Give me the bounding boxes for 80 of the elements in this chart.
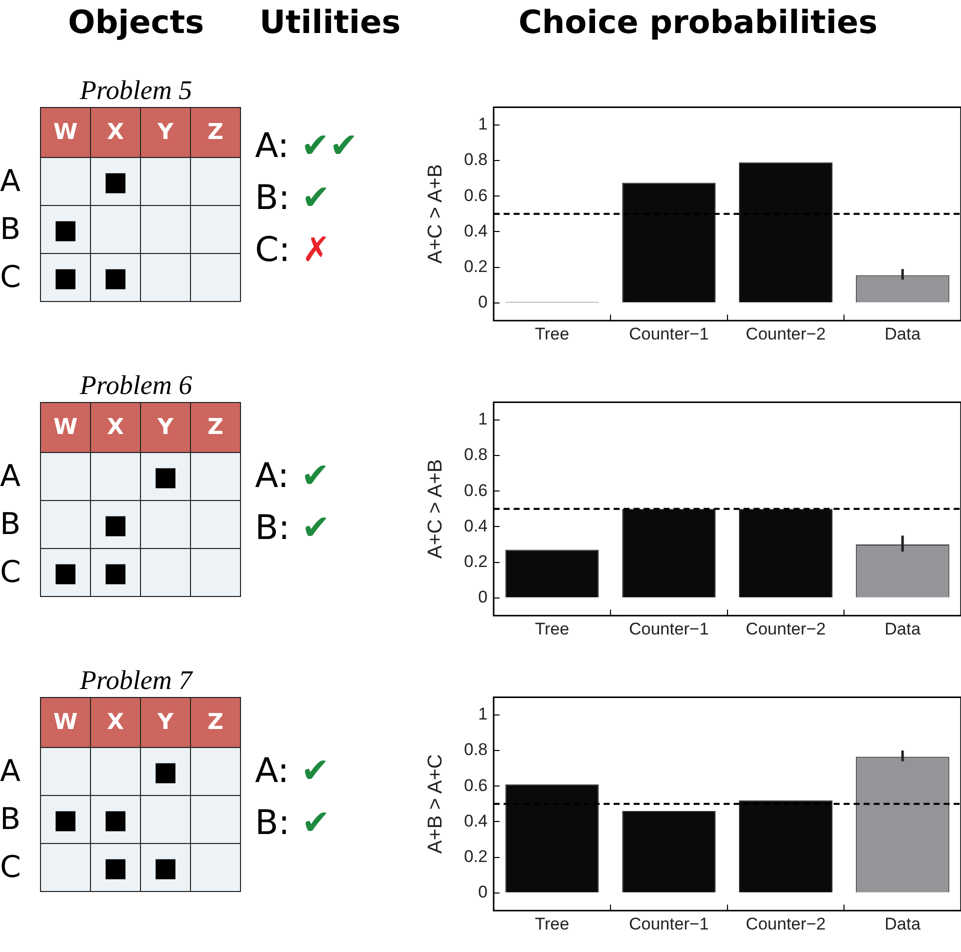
x-tick-label: Counter−2: [746, 914, 826, 934]
y-tick-label: 0.4: [464, 811, 488, 830]
y-tick-label: 1: [478, 114, 488, 134]
x-tick-label: X: [90, 402, 140, 452]
y-axis-title: A+B > A+C: [424, 754, 447, 854]
y-tick-label: 1: [478, 410, 488, 429]
x-tick-label: Counter−1: [628, 324, 709, 344]
y-tick-label: 0.6: [464, 186, 488, 205]
text: ■: [153, 756, 178, 786]
text: ■: [153, 462, 178, 492]
x-tick-label: Z: [190, 698, 240, 748]
text: ■: [103, 852, 128, 882]
y-tick-label: 0.6: [464, 480, 488, 500]
text: ■: [103, 804, 128, 834]
text: B: ✔: [255, 803, 330, 843]
y-tick-label: 0.2: [464, 256, 488, 276]
y-tick-label: 0.8: [464, 445, 488, 464]
x-tick-label: Data: [884, 324, 922, 344]
text: ■: [53, 214, 78, 244]
text: ■: [153, 852, 178, 882]
text: A: ✔✔: [255, 126, 358, 166]
y-tick-label: 0: [478, 588, 488, 607]
x-tick-label: Counter−1: [628, 914, 709, 934]
x-tick-label: Data: [884, 619, 922, 638]
x-tick-label: Tree: [534, 619, 570, 638]
text: ■: [103, 558, 128, 588]
y-tick-label: 0.2: [464, 552, 488, 571]
x-tick-label: Counter−2: [746, 324, 826, 344]
text: ■: [103, 262, 128, 292]
x-tick-label: Z: [190, 108, 240, 158]
text: ■: [103, 510, 128, 540]
text: C: ✗: [255, 230, 331, 270]
y-tick-label: B: [0, 796, 40, 844]
text: ■: [53, 804, 78, 834]
text: A: ✔: [255, 456, 330, 496]
chart-title: Choice probabilities: [518, 3, 878, 41]
text: Utilities: [260, 3, 401, 41]
x-tick-label: X: [90, 698, 140, 748]
x-tick-label: Y: [140, 698, 190, 748]
y-tick-label: B: [0, 500, 40, 548]
x-tick-label: X: [90, 108, 140, 158]
y-tick-label: 0.4: [464, 221, 488, 240]
text: B: ✔: [255, 178, 330, 218]
x-tick-label: Counter−2: [746, 619, 826, 638]
y-tick-label: A: [0, 748, 40, 796]
y-axis-title: A+C > A+B: [424, 459, 447, 559]
x-tick-label: W: [40, 402, 90, 452]
x-tick-label: Counter−1: [628, 619, 709, 638]
x-tick-label: W: [40, 698, 90, 748]
text: ■: [103, 166, 128, 196]
chart-subtitle: Problem 5: [78, 75, 194, 107]
chart-subtitle: Problem 6: [78, 370, 194, 402]
y-tick-label: C: [0, 254, 40, 302]
y-tick-label: 0.6: [464, 776, 488, 795]
text: A: ✔: [255, 751, 330, 791]
x-tick-label: Data: [884, 914, 922, 934]
x-tick-label: Z: [190, 402, 240, 452]
text: B: ✔: [255, 508, 330, 548]
y-tick-label: 0: [478, 882, 488, 902]
x-tick-label: Tree: [534, 914, 570, 934]
x-tick-label: Y: [140, 108, 190, 158]
y-tick-label: 0.4: [464, 516, 488, 536]
y-tick-label: A: [0, 158, 40, 206]
y-tick-label: B: [0, 206, 40, 254]
y-tick-label: 0.2: [464, 846, 488, 866]
y-tick-label: C: [0, 844, 40, 892]
x-tick-label: Tree: [534, 324, 570, 344]
x-tick-label: Y: [140, 402, 190, 452]
chart-subtitle: Problem 7: [78, 665, 194, 697]
y-tick-label: 0.8: [464, 150, 488, 170]
y-tick-label: 1: [478, 704, 488, 724]
x-tick-label: W: [40, 108, 90, 158]
text: ■: [53, 262, 78, 292]
y-tick-label: A: [0, 452, 40, 500]
y-axis-title: A+C > A+B: [424, 164, 447, 264]
y-tick-label: C: [0, 548, 40, 596]
text: ■: [53, 558, 78, 588]
y-tick-label: 0.8: [464, 740, 488, 760]
y-tick-label: 0: [478, 292, 488, 312]
chart-title: Objects: [68, 3, 204, 41]
